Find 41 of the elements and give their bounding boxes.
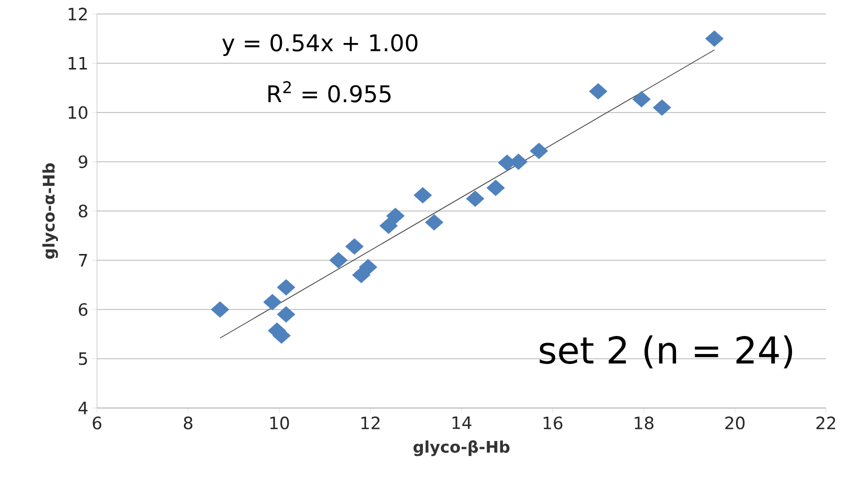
y-tick-label: 11	[68, 57, 87, 70]
x-axis-title: glyco-β-Hb	[414, 440, 510, 456]
point	[329, 252, 348, 268]
point	[386, 208, 405, 224]
point	[486, 180, 505, 196]
annotation: R$^{2}$ = 0.955	[268, 81, 391, 102]
y-tick-label: 9	[78, 155, 88, 168]
y-axis-title: glyco-α-Hb	[42, 163, 58, 259]
point	[466, 190, 484, 207]
point	[358, 258, 378, 276]
x-tick-label: 10	[270, 416, 289, 430]
y-tick-label: 7	[79, 254, 88, 266]
x-tick-label: 20	[725, 416, 745, 430]
point	[414, 187, 432, 204]
x-tick-label: 22	[816, 416, 836, 430]
point	[276, 279, 296, 296]
y-tick-label: 6	[78, 303, 88, 316]
x-tick-label: 8	[184, 416, 192, 430]
point	[652, 99, 672, 116]
annotation: y = 0.54x + 1.00	[222, 34, 418, 56]
x-tick-label: 18	[634, 416, 654, 430]
y-tick-label: 12	[68, 8, 87, 20]
x-tick-label: 12	[361, 416, 380, 430]
point	[424, 214, 444, 231]
point	[263, 294, 282, 310]
y-tick-label: 4	[78, 402, 88, 414]
point	[210, 301, 230, 318]
x-tick-label: 6	[92, 416, 102, 430]
annotation: set 2 (n = 24)	[540, 335, 792, 368]
point	[588, 83, 608, 100]
point	[379, 218, 398, 234]
point	[345, 238, 364, 255]
y-tick-label: 5	[78, 352, 87, 366]
y-tick-label: 10	[68, 106, 88, 119]
y-tick-label: 8	[78, 204, 88, 218]
point	[530, 142, 548, 160]
point	[276, 306, 296, 323]
x-tick-label: 16	[544, 416, 562, 430]
point	[632, 91, 651, 108]
point	[705, 30, 724, 47]
x-tick-label: 14	[452, 416, 472, 429]
